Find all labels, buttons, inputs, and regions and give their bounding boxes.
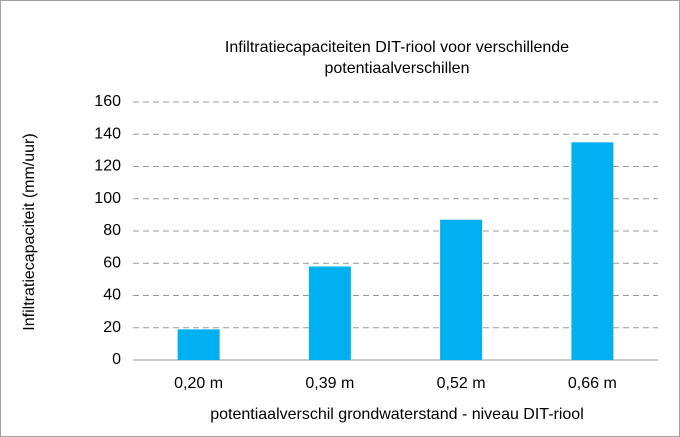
x-axis-label: potentiaalverschil grondwaterstand - niv… <box>210 406 584 423</box>
y-tick-label: 0 <box>112 351 121 368</box>
y-tick-label: 120 <box>94 158 121 175</box>
y-tick-label: 60 <box>103 254 121 271</box>
y-tick-label: 80 <box>103 222 121 239</box>
chart-title: Infiltratiecapaciteiten DIT-riool voor v… <box>224 39 570 77</box>
bar <box>177 329 220 360</box>
x-tick-label: 0,20 m <box>174 375 223 392</box>
bar <box>571 142 614 360</box>
y-tick-label: 160 <box>94 93 121 110</box>
y-axis-label: Infiltratiecapaciteit (mm/uur) <box>21 133 38 330</box>
x-tick-label: 0,66 m <box>568 375 617 392</box>
x-tick-label: 0,39 m <box>305 375 354 392</box>
y-tick-label: 20 <box>103 319 121 336</box>
y-tick-label: 40 <box>103 287 121 304</box>
x-tick-label: 0,52 m <box>437 375 486 392</box>
y-tick-label: 140 <box>94 125 121 142</box>
bar <box>308 266 351 360</box>
bar <box>440 219 483 360</box>
y-tick-label: 100 <box>94 190 121 207</box>
